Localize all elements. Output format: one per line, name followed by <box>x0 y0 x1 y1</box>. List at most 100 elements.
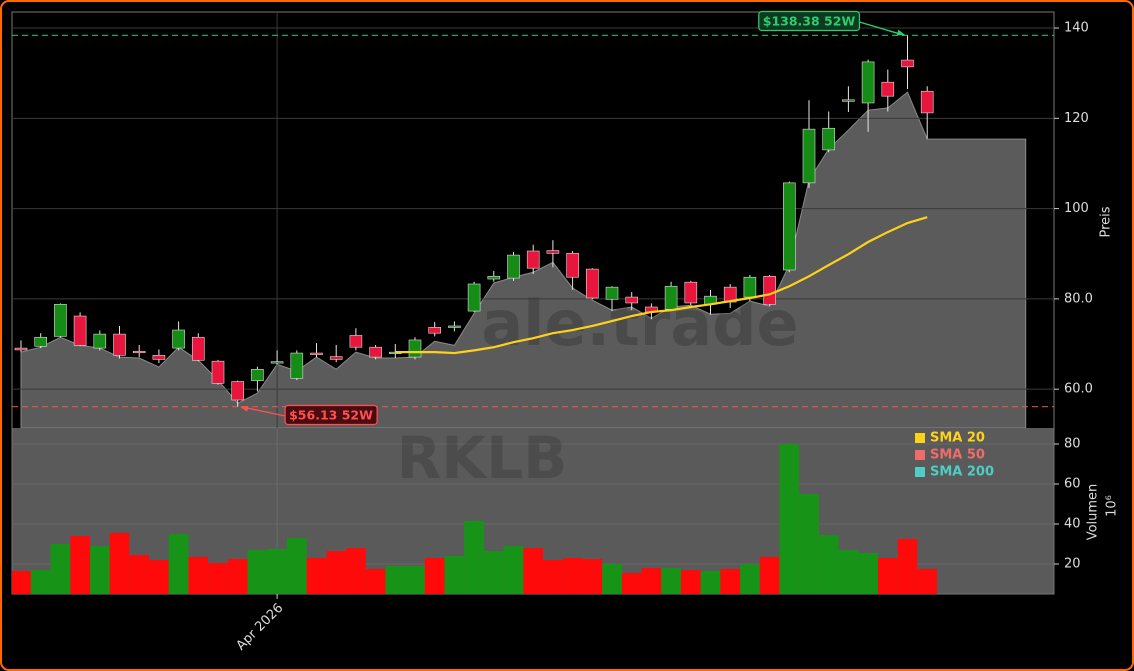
legend-label: SMA 200 <box>930 465 994 480</box>
volume-bar <box>30 570 51 594</box>
y-tick-label: 120 <box>1064 111 1089 126</box>
candle-body <box>467 283 481 312</box>
candle-body <box>132 350 146 354</box>
volume-bar <box>326 551 347 594</box>
legend-label: SMA 50 <box>930 448 985 463</box>
y-tick-label: 140 <box>1064 21 1089 36</box>
volume-bar <box>50 544 71 594</box>
volume-bar <box>483 551 504 594</box>
y-tick-label: 60 <box>1064 477 1081 492</box>
y-tick-label: 100 <box>1064 201 1089 216</box>
candle-body <box>448 325 461 328</box>
volume-bar <box>247 550 268 594</box>
volume-bar <box>70 536 90 594</box>
volume-bar <box>444 556 465 594</box>
candle-body <box>349 335 363 348</box>
annotation-label: $56.13 52W <box>289 408 373 423</box>
candle-body <box>507 254 520 279</box>
volume-unit: 10⁶ <box>1105 495 1120 517</box>
volume-bar <box>543 560 563 594</box>
volume-bar <box>12 571 31 594</box>
volume-bar <box>188 557 209 594</box>
annotation: $138.38 52W <box>758 10 905 37</box>
price-axis-label: Preis <box>1099 206 1114 237</box>
candle-body <box>270 361 284 364</box>
volume-axis-label: Volumen <box>1086 484 1101 541</box>
candle-body <box>861 61 875 104</box>
candle-body <box>113 333 126 356</box>
candle-body <box>881 81 895 97</box>
sma-line <box>395 216 928 355</box>
watermark: RKLB <box>397 424 568 492</box>
volume-bar <box>661 568 681 594</box>
candle-body <box>251 369 264 381</box>
y-tick-label: 20 <box>1064 557 1081 572</box>
legend-swatch <box>915 433 925 443</box>
candle-body <box>34 336 48 347</box>
volume-bar <box>602 564 622 594</box>
candle-body <box>763 276 776 305</box>
volume-bar <box>523 548 544 594</box>
volume-panel-marks <box>12 428 1054 594</box>
legend-swatch <box>915 450 925 460</box>
candle-body <box>782 182 796 271</box>
y-tick-label: 40 <box>1064 517 1081 532</box>
volume-bar <box>149 560 169 594</box>
volume-bar <box>306 558 327 594</box>
candle-body <box>605 286 619 300</box>
volume-bar <box>109 533 130 594</box>
volume-bar <box>365 569 386 594</box>
volume-bar <box>562 558 583 594</box>
candle-body <box>408 339 422 358</box>
annotation-arrowhead <box>240 405 249 412</box>
volume-bar <box>641 568 662 594</box>
volume-bar <box>759 557 780 594</box>
volume-bar <box>818 535 839 594</box>
volume-bar <box>799 494 819 594</box>
candle-body <box>546 250 560 254</box>
candle-body <box>743 276 757 298</box>
candle-body <box>920 90 934 114</box>
annotation-label: $138.38 52W <box>763 14 856 29</box>
volume-bar <box>385 566 406 594</box>
candle-body <box>822 127 836 151</box>
candle-body <box>290 352 304 379</box>
volume-bar <box>464 521 484 594</box>
y-tick-label: 80.0 <box>1064 291 1093 306</box>
candle-body <box>487 276 501 280</box>
candle-body <box>14 347 28 351</box>
candle-body <box>192 336 205 361</box>
volume-bar <box>740 564 760 594</box>
volume-bar <box>700 571 721 594</box>
candle-body <box>625 296 639 304</box>
annotation-arrowhead <box>896 29 905 36</box>
y-tick-label: 60.0 <box>1064 382 1093 397</box>
legend-swatch <box>915 467 925 477</box>
candle-body <box>73 315 87 346</box>
candle-body <box>310 352 323 355</box>
volume-bar <box>286 538 307 594</box>
candle-body <box>428 327 442 334</box>
volume-bar <box>897 539 918 594</box>
annotation-box <box>758 10 861 32</box>
candle-body <box>172 329 185 349</box>
volume-bar <box>779 444 800 594</box>
price-panel: ale.trade <box>12 12 1054 428</box>
candle-body <box>566 252 579 278</box>
annotation-box <box>284 404 378 426</box>
volume-bar <box>168 534 189 594</box>
candle-body <box>231 381 244 401</box>
candle-body <box>526 250 540 269</box>
volume-bar <box>405 566 425 594</box>
volume-bar <box>89 546 110 594</box>
volume-bar <box>877 558 898 594</box>
volume-bar <box>424 558 445 594</box>
candle-body <box>684 281 698 304</box>
candle-body <box>369 346 382 358</box>
volume-bar <box>680 570 701 594</box>
volume-bar <box>582 559 603 594</box>
volume-bar <box>621 573 642 594</box>
volume-bar <box>267 549 287 594</box>
candle-body <box>211 360 225 384</box>
